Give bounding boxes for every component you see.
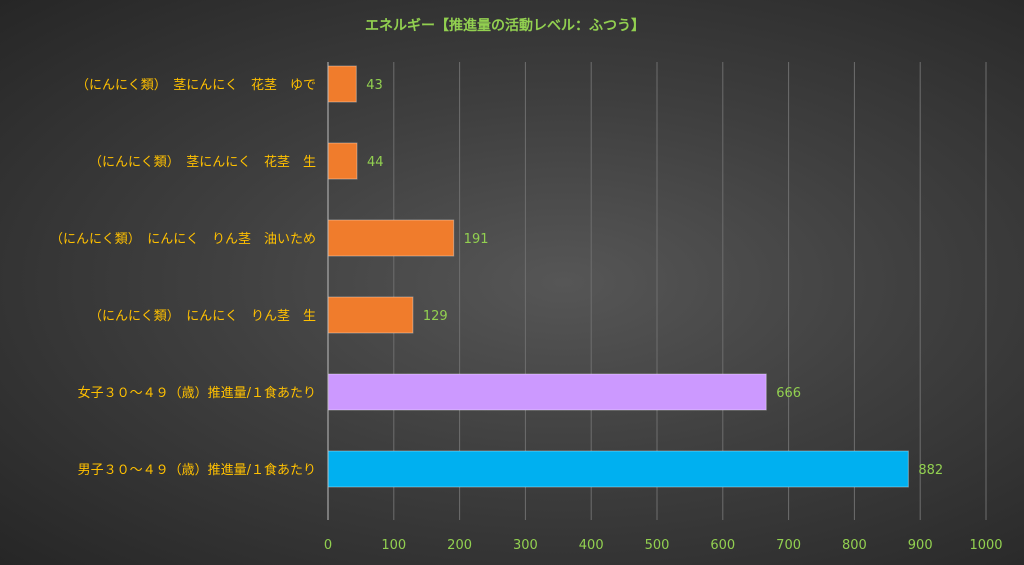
x-axis-ticks: 0 100 200 300 400 500 600 700 800 900 1000 <box>324 538 1003 553</box>
bar <box>327 296 414 334</box>
x-tick-label: 100 <box>381 538 406 553</box>
bar <box>327 450 909 488</box>
category-label: （にんにく類） 茎にんにく 花茎 ゆで <box>76 77 316 93</box>
x-tick-label: 200 <box>447 538 472 553</box>
bar <box>327 219 455 257</box>
category-label: （にんにく類） にんにく りん茎 油いため <box>50 232 316 247</box>
category-label: 女子３０～４９（歳）推進量/１食あたり <box>78 385 316 401</box>
value-label: 882 <box>918 463 943 478</box>
bar <box>327 142 358 180</box>
value-labels: 43 44 191 129 666 882 <box>366 78 943 478</box>
x-tick-label: 500 <box>645 538 670 553</box>
chart-title: エネルギー【推進量の活動レベル：ふつう】 <box>365 17 645 34</box>
bar <box>327 373 767 411</box>
x-tick-label: 400 <box>579 538 604 553</box>
bars <box>327 65 909 488</box>
value-label: 43 <box>366 78 383 93</box>
x-tick-label: 800 <box>842 538 867 553</box>
gridlines <box>393 62 987 520</box>
category-label: （にんにく類） 茎にんにく 花茎 生 <box>89 154 316 170</box>
value-label: 191 <box>464 232 489 247</box>
category-label: （にんにく類） にんにく りん茎 生 <box>89 309 316 324</box>
x-tick-label: 900 <box>908 538 933 553</box>
value-label: 129 <box>423 309 448 324</box>
x-tick-label: 300 <box>513 538 538 553</box>
category-labels: （にんにく類） 茎にんにく 花茎 ゆで （にんにく類） 茎にんにく 花茎 生 （にん… <box>50 77 316 478</box>
bar <box>327 65 357 103</box>
x-tick-label: 700 <box>776 538 801 553</box>
category-label: 男子３０～４９（歳）推進量/１食あたり <box>78 462 316 478</box>
value-label: 44 <box>367 155 384 170</box>
value-label: 666 <box>776 386 801 401</box>
x-tick-label: 1000 <box>969 538 1002 553</box>
x-tick-label: 600 <box>710 538 735 553</box>
x-tick-label: 0 <box>324 538 332 553</box>
